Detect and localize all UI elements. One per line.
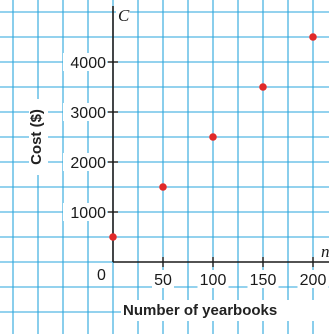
- y-tick-label: 2000: [70, 155, 106, 172]
- x-tick-label: 200: [300, 272, 327, 289]
- y-tick-label: 4000: [70, 55, 106, 72]
- y-axis-title: Cost ($): [28, 109, 45, 165]
- data-point: [159, 183, 167, 191]
- x-tick-label-bg: [247, 270, 279, 288]
- data-points: [109, 33, 317, 241]
- y-title-bg: [29, 99, 48, 175]
- x-title-bg: [121, 300, 329, 321]
- x-axis-variable: n: [321, 242, 329, 261]
- label-backgrounds: [29, 6, 329, 321]
- x-tick-label: 100: [200, 272, 227, 289]
- data-point: [209, 133, 217, 141]
- tick-marks: [108, 61, 314, 267]
- tick-labels: 1000 2000 3000 4000 50 100 150 200: [70, 55, 326, 289]
- y-variable-bg: [116, 6, 130, 24]
- y-tick-label-bg: [63, 153, 107, 171]
- x-tick-label-bg: [197, 270, 229, 288]
- data-point: [109, 233, 117, 241]
- x-variable-bg: [319, 243, 329, 259]
- axes: [112, 6, 329, 263]
- origin-label: 0: [97, 267, 106, 284]
- y-tick-label-bg: [63, 203, 107, 221]
- x-tick-label: 50: [154, 272, 172, 289]
- x-tick-label: 150: [250, 272, 277, 289]
- data-point: [259, 83, 267, 91]
- y-tick-label-bg: [63, 53, 107, 71]
- y-tick-label: 1000: [70, 205, 106, 222]
- data-point: [309, 33, 317, 41]
- y-tick-label-bg: [63, 103, 107, 121]
- x-tick-label-bg: [297, 270, 329, 288]
- y-axis-variable: C: [118, 6, 130, 25]
- x-tick-label-bg: [152, 270, 174, 288]
- origin-label-bg: [94, 266, 107, 284]
- y-tick-label: 3000: [70, 105, 106, 122]
- x-axis-title: Number of yearbooks: [123, 302, 277, 319]
